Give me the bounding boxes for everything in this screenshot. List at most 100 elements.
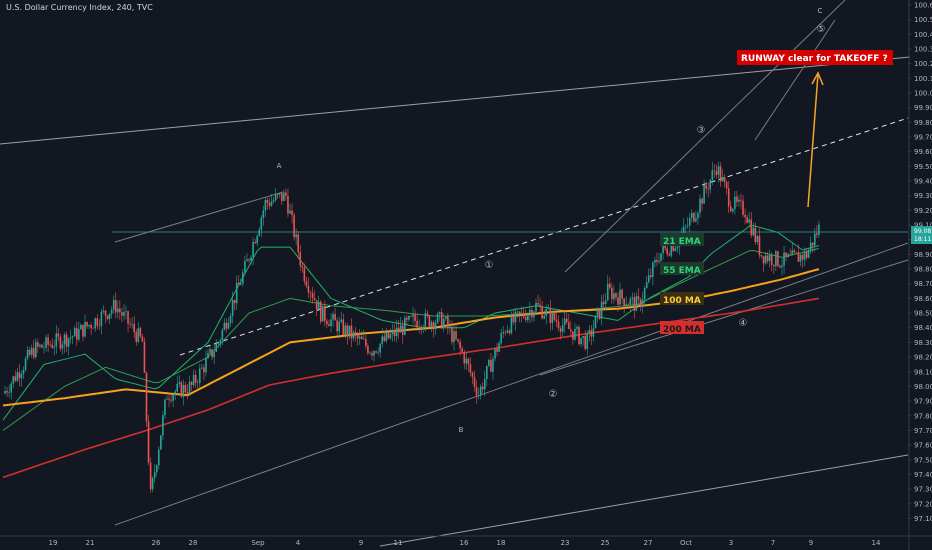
candle-body [328, 324, 330, 327]
ema21-line [2, 225, 820, 421]
candle-body [672, 245, 675, 252]
candle-body [84, 321, 86, 337]
candle-body [129, 323, 131, 325]
candle-body [35, 342, 37, 358]
candle-body [475, 386, 478, 396]
candle-body [322, 305, 324, 322]
candle-body [162, 415, 164, 436]
candle-body [375, 351, 377, 353]
candle-body [533, 311, 535, 318]
candle-body [246, 259, 248, 262]
candle-body [695, 218, 697, 222]
candle-body [760, 254, 763, 257]
candle-body [69, 337, 72, 339]
candle-body [617, 297, 619, 305]
candle-body [779, 265, 781, 268]
candle-body [143, 341, 146, 373]
candle-body [344, 325, 347, 335]
candle-body [535, 302, 537, 312]
candle-body [498, 343, 500, 352]
wave-5-label: ⑤ [817, 24, 826, 35]
candle-body [631, 297, 634, 299]
candle-body [473, 376, 476, 387]
candle-body [738, 199, 740, 202]
price-tick-label: 98.80 [914, 266, 932, 274]
candle-body [682, 226, 685, 235]
time-tick-label: 16 [460, 539, 469, 547]
candle-body [61, 344, 64, 349]
candle-body [713, 170, 716, 172]
candle-body [285, 192, 287, 196]
candle-body [555, 319, 558, 322]
candle-body [652, 262, 654, 277]
candle-body [326, 320, 328, 325]
candle-body [37, 342, 39, 347]
candle-body [43, 347, 45, 349]
price-tick-label: 100.50 [914, 16, 932, 24]
candle-body [432, 322, 435, 330]
candle-body [209, 349, 211, 353]
candle-body [746, 217, 748, 223]
candle-body [674, 248, 677, 252]
time-tick-label: 27 [644, 539, 653, 547]
wave-c-line [754, 19, 836, 141]
candle-body [153, 472, 156, 478]
candle-body [529, 309, 531, 315]
candle-body [98, 325, 101, 327]
price-tick-label: 99.60 [914, 148, 932, 156]
candle-body [736, 196, 738, 202]
candle-body [551, 311, 554, 324]
candle-body [467, 358, 470, 365]
candle-body [176, 383, 179, 392]
candle-body [332, 313, 334, 320]
candle-body [170, 399, 172, 401]
candle-body [615, 293, 617, 298]
candle-body [633, 297, 636, 311]
candle-body [186, 392, 189, 394]
price-tick-label: 100.20 [914, 60, 932, 68]
candle-body [254, 242, 256, 244]
wave-labels: A B C ① ② ③ ④ ⑤ [277, 7, 826, 434]
callout-text: RUNWAY clear for TAKEOFF ? [741, 54, 888, 64]
candle-body [4, 390, 6, 394]
candle-body [606, 283, 609, 301]
candle-body [244, 261, 246, 273]
candle-body [442, 319, 445, 328]
candle-body [231, 299, 234, 316]
candle-body [705, 185, 707, 189]
candle-body [406, 317, 408, 320]
candle-body [600, 301, 603, 319]
candle-body [639, 299, 642, 307]
wave-4-label: ④ [739, 318, 748, 329]
candle-body [658, 260, 660, 262]
candle-body [756, 236, 759, 243]
candle-body [278, 193, 281, 195]
candle-body [65, 334, 68, 347]
ma200-line [2, 297, 820, 479]
candle-body [570, 329, 572, 332]
candle-body [623, 298, 625, 306]
candle-body [809, 242, 812, 251]
candle-body [225, 322, 228, 329]
candle-body [53, 346, 56, 348]
price-tick-label: 99.40 [914, 178, 932, 186]
candle-body [377, 352, 379, 354]
price-tick-label: 97.10 [914, 515, 932, 523]
candle-body [641, 299, 644, 307]
wave-1-label: ① [485, 260, 494, 271]
candle-body [531, 309, 533, 318]
candle-body [369, 352, 371, 354]
candle-body [461, 348, 463, 353]
candle-body [643, 288, 646, 300]
candle-body [664, 245, 666, 249]
candle-body [330, 319, 332, 327]
candle-body [268, 202, 271, 206]
candle-body [588, 330, 591, 334]
takeoff-arrow [807, 71, 824, 208]
candle-body [490, 360, 492, 372]
candle-body [117, 308, 119, 313]
candle-body [6, 390, 8, 393]
candle-body [494, 348, 496, 359]
candle-body [178, 382, 181, 384]
candle-body [463, 352, 466, 364]
